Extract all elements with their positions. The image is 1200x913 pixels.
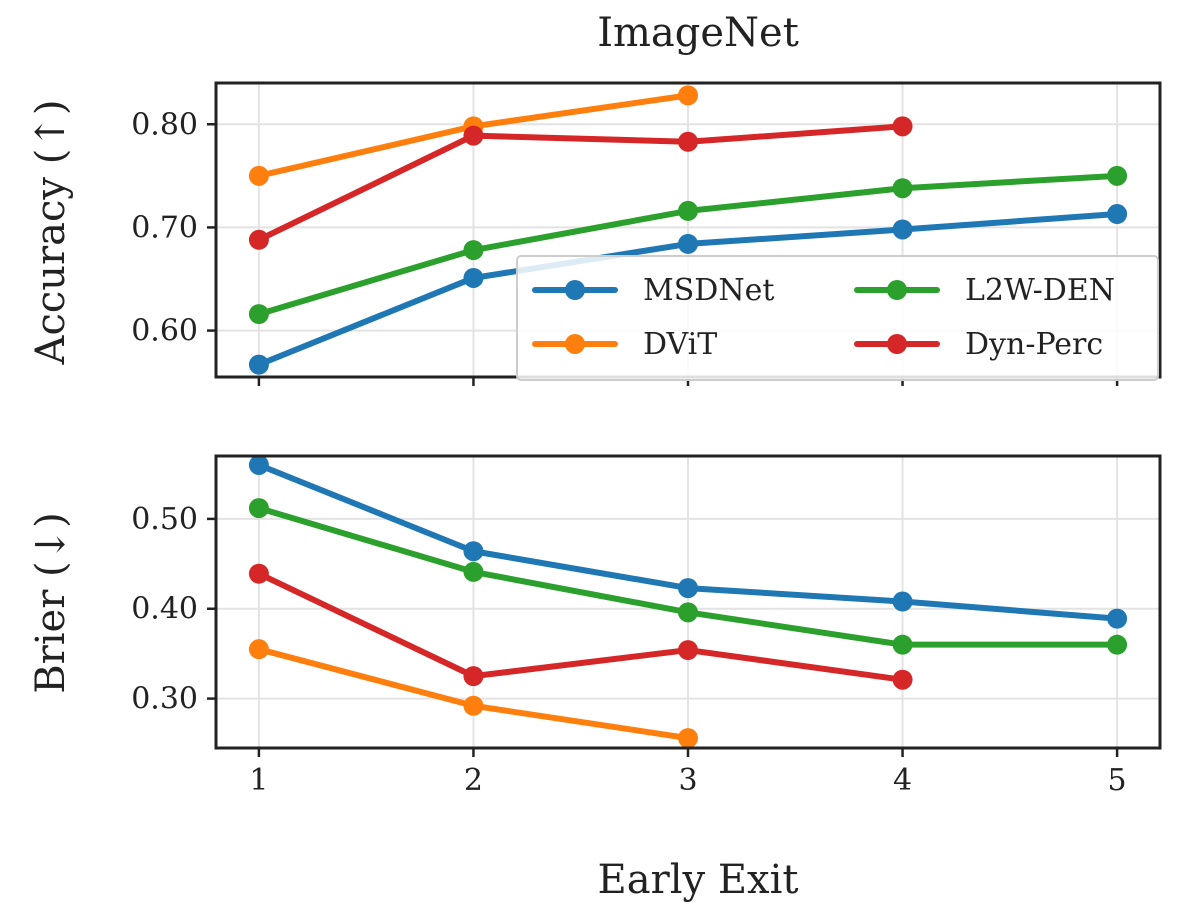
top-y-axis-label: Accuracy (↑) [28, 100, 74, 366]
y-tick-label: 0.40 [131, 592, 198, 627]
data-point-dvit [678, 728, 698, 749]
legend-label: DViT [643, 327, 717, 362]
data-point-dyn-perc [248, 563, 269, 584]
series-line-dyn-perc [255, 123, 906, 243]
data-point-l2w-den [463, 561, 484, 582]
legend-label: L2W-DEN [965, 273, 1115, 308]
bottom-y-axis-label: Brier (↓) [28, 512, 74, 694]
legend-box [516, 255, 1159, 381]
data-point-l2w-den [892, 178, 913, 199]
y-tick-label: 0.70 [131, 210, 198, 245]
data-point-dyn-perc [678, 640, 698, 661]
x-tick-label: 2 [464, 763, 483, 798]
x-tick-label: 5 [1108, 763, 1127, 798]
data-point-dvit [678, 85, 698, 106]
data-point-l2w-den [678, 602, 698, 623]
legend-label: MSDNet [643, 273, 774, 308]
data-point-msdnet [1107, 204, 1128, 225]
legend-swatch-marker [565, 280, 585, 300]
data-point-l2w-den [463, 240, 484, 261]
data-point-msdnet [248, 354, 269, 375]
x-axis-label: Early Exit [598, 857, 799, 903]
data-point-dyn-perc [892, 669, 913, 690]
data-point-dvit [248, 639, 269, 660]
data-point-l2w-den [248, 498, 269, 519]
data-point-dvit [463, 695, 484, 716]
data-point-l2w-den [892, 634, 913, 655]
data-point-msdnet [1107, 608, 1128, 629]
y-tick-label: 0.60 [131, 314, 198, 349]
data-point-dyn-perc [678, 131, 698, 152]
chart-title: ImageNet [597, 10, 799, 56]
brier-panel: 0.30 0.40 0.50 1 2 3 4 5 [131, 454, 1162, 798]
data-point-l2w-den [1107, 634, 1128, 655]
x-tick-label: 1 [249, 763, 268, 798]
accuracy-panel: 0.60 0.70 0.80 [131, 81, 1162, 386]
data-point-l2w-den [678, 200, 698, 221]
data-point-msdnet [678, 578, 698, 599]
data-point-l2w-den [248, 304, 269, 325]
legend-label: Dyn-Perc [965, 327, 1103, 362]
legend-swatch-marker [887, 280, 907, 300]
data-point-dvit [248, 165, 269, 186]
data-point-msdnet [678, 233, 698, 254]
data-point-dyn-perc [892, 116, 913, 137]
data-point-dyn-perc [463, 666, 484, 687]
legend-swatch-marker [887, 334, 907, 354]
data-point-dyn-perc [463, 125, 484, 146]
legend: MSDNet DViT L2W-DEN Dyn-Perc [516, 255, 1159, 381]
x-tick-label: 4 [893, 763, 912, 798]
x-tick-label: 3 [678, 763, 697, 798]
series-line-dyn-perc [255, 570, 906, 683]
data-point-dyn-perc [248, 229, 269, 250]
plot-frame [214, 454, 1162, 750]
y-tick-label: 0.30 [131, 682, 198, 717]
data-point-msdnet [892, 219, 913, 240]
data-point-msdnet [892, 591, 913, 612]
data-point-msdnet [463, 541, 484, 562]
legend-swatch-marker [565, 334, 585, 354]
y-tick-label: 0.50 [131, 502, 198, 537]
data-point-msdnet [248, 454, 269, 475]
y-tick-label: 0.80 [131, 107, 198, 142]
data-point-msdnet [463, 267, 484, 288]
data-point-l2w-den [1107, 165, 1128, 186]
